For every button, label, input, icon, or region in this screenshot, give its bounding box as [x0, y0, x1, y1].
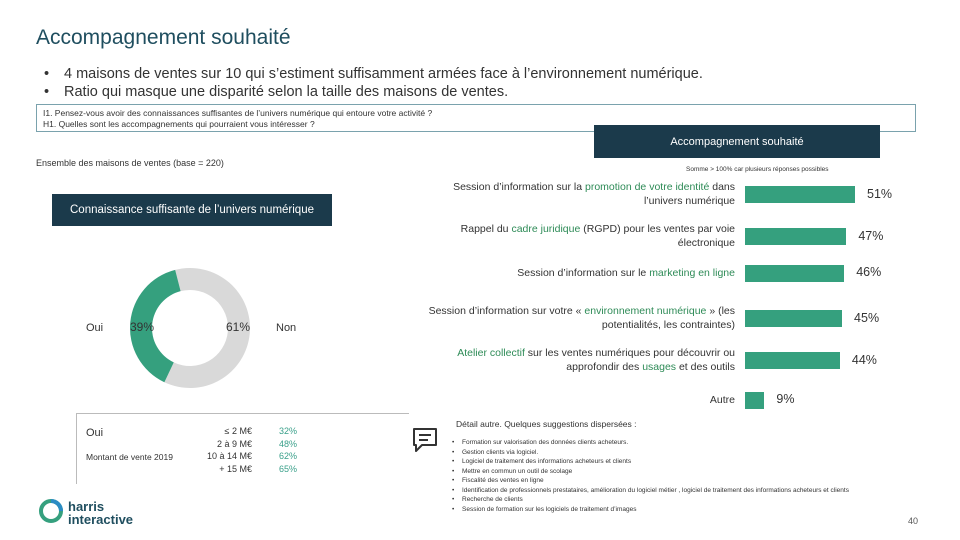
knowledge-header: Connaissance suffisante de l’univers num…	[52, 194, 332, 226]
page-title: Accompagnement souhaité	[36, 26, 291, 49]
bar	[745, 310, 843, 327]
bar-label: Session d’information sur la promotion d…	[425, 180, 735, 208]
multi-answer-note: Somme > 100% car plusieurs réponses poss…	[686, 166, 829, 173]
bar-label: Session d’information sur votre « enviro…	[425, 304, 735, 332]
bar	[745, 392, 765, 409]
bar-value-label: 9%	[776, 392, 795, 406]
harris-logo-text: harris interactive	[68, 500, 133, 526]
bar-label-text: (RGPD) pour les ventes par voie électron…	[580, 223, 735, 249]
donut-pct-oui: 39%	[130, 320, 155, 334]
breakdown-box	[76, 413, 409, 484]
value-3: 62%	[279, 451, 298, 461]
bar-label-text: et des outils	[676, 361, 735, 373]
logo-line-2: interactive	[68, 512, 134, 527]
bar	[745, 265, 845, 282]
bar-label-text: Session d’information sur votre «	[428, 305, 585, 317]
breakdown-row-label: Montant de vente 2019	[86, 452, 173, 462]
bar-label-text: Session d’information sur la	[453, 181, 585, 193]
bar-value-label: 47%	[858, 229, 884, 243]
questions-box: I1. Pensez-vous avoir des connaissances …	[36, 104, 916, 132]
breakdown-values: 32% 48% 62% 65%	[279, 425, 319, 475]
suggestion-item: Identification de professionnels prestat…	[452, 486, 882, 496]
page-number: 40	[908, 516, 919, 526]
bar-label: Atelier collectif sur les ventes numériq…	[425, 346, 735, 374]
donut-slice-non	[164, 268, 251, 388]
value-2: 48%	[279, 438, 298, 449]
size-2: 2 à 9 M€	[216, 438, 252, 449]
size-1: ≤ 2 M€	[224, 426, 252, 436]
donut-label-oui: Oui	[86, 322, 104, 334]
suggestion-item: Gestion clients via logiciel.	[452, 448, 882, 458]
bar-label: Rappel du cadre juridique (RGPD) pour le…	[425, 222, 735, 250]
chat-icon	[413, 428, 437, 452]
bar-value-label: 46%	[856, 265, 882, 279]
bar-value-label: 51%	[867, 187, 893, 201]
bar-label-highlight: environnement numérique	[584, 305, 707, 317]
bar-label: Autre	[425, 393, 735, 407]
harris-logo-icon	[39, 499, 63, 523]
suggestion-list: Formation sur valorisation des données c…	[452, 438, 882, 514]
donut-pct-non: 61%	[226, 320, 251, 334]
donut-chart	[130, 268, 251, 388]
bar-value-label: 44%	[851, 353, 877, 367]
bullet-1: • 4 maisons de ventes sur 10 qui s’estime…	[44, 66, 703, 82]
bullet-1-text: 4 maisons de ventes sur 10 qui s’estimen…	[64, 66, 703, 82]
bar-label-highlight: marketing en ligne	[649, 267, 735, 279]
donut-slice-oui	[130, 269, 181, 383]
bar-label-highlight: cadre juridique	[511, 223, 581, 235]
question-h1: H1. Quelles sont les accompagnements qui…	[43, 119, 315, 129]
bar-label-highlight: promotion de votre identité	[584, 181, 710, 193]
logo-line-1: harris	[68, 499, 105, 514]
suggestion-item: Formation sur valorisation des données c…	[452, 438, 882, 448]
accompaniment-header: Accompagnement souhaité	[594, 125, 880, 158]
base-note: Ensemble des maisons de ventes (base = 2…	[36, 158, 224, 168]
bar-label-text: » (les potentialités, les contraintes)	[601, 305, 735, 331]
bar	[745, 186, 855, 203]
suggestion-item: Recherche de clients	[452, 495, 882, 505]
bar-label: Session d’information sur le marketing e…	[425, 266, 735, 280]
bullet-2: • Ratio qui masque une disparité selon la…	[44, 84, 509, 100]
suggestion-item: Mettre en commun un outil de scolage	[452, 467, 882, 477]
bar-value-label: 45%	[854, 311, 880, 325]
value-1: 32%	[279, 426, 298, 436]
bar-label-text: Rappel du	[460, 223, 512, 235]
question-i1: I1. Pensez-vous avoir des connaissances …	[43, 108, 433, 118]
bar	[745, 352, 840, 369]
breakdown-sizes: ≤ 2 M€ 2 à 9 M€ 10 à 14 M€ + 15 M€	[196, 425, 252, 475]
bullet-2-text: Ratio qui masque une disparité selon la …	[64, 84, 509, 100]
bar-label-highlight: Atelier collectif	[457, 347, 525, 359]
bar-label-text: sur les ventes numériques pour découvrir…	[524, 347, 735, 373]
donut-label-non: Non	[276, 322, 297, 334]
suggestion-item: Fiscalité des ventes en ligne	[452, 476, 882, 486]
detail-title: Détail autre. Quelques suggestions dispe…	[456, 419, 637, 429]
bar-label-text: Autre	[709, 394, 735, 406]
value-4: 65%	[279, 463, 298, 474]
bar	[745, 228, 847, 245]
breakdown-oui-label: Oui	[86, 427, 104, 439]
size-4: + 15 M€	[219, 463, 252, 474]
bar-label-highlight: usages	[642, 361, 677, 373]
bar-label-text: dans l’univers numérique	[643, 181, 735, 207]
size-3: 10 à 14 M€	[206, 451, 252, 461]
bar-label-text: Session d’information sur le	[517, 267, 650, 279]
suggestion-item: Session de formation sur les logiciels d…	[452, 505, 882, 515]
suggestion-item: Logiciel de traitement des informations …	[452, 457, 882, 467]
